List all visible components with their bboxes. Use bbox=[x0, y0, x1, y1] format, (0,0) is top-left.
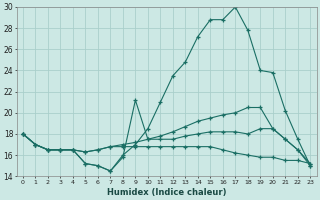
X-axis label: Humidex (Indice chaleur): Humidex (Indice chaleur) bbox=[107, 188, 226, 197]
